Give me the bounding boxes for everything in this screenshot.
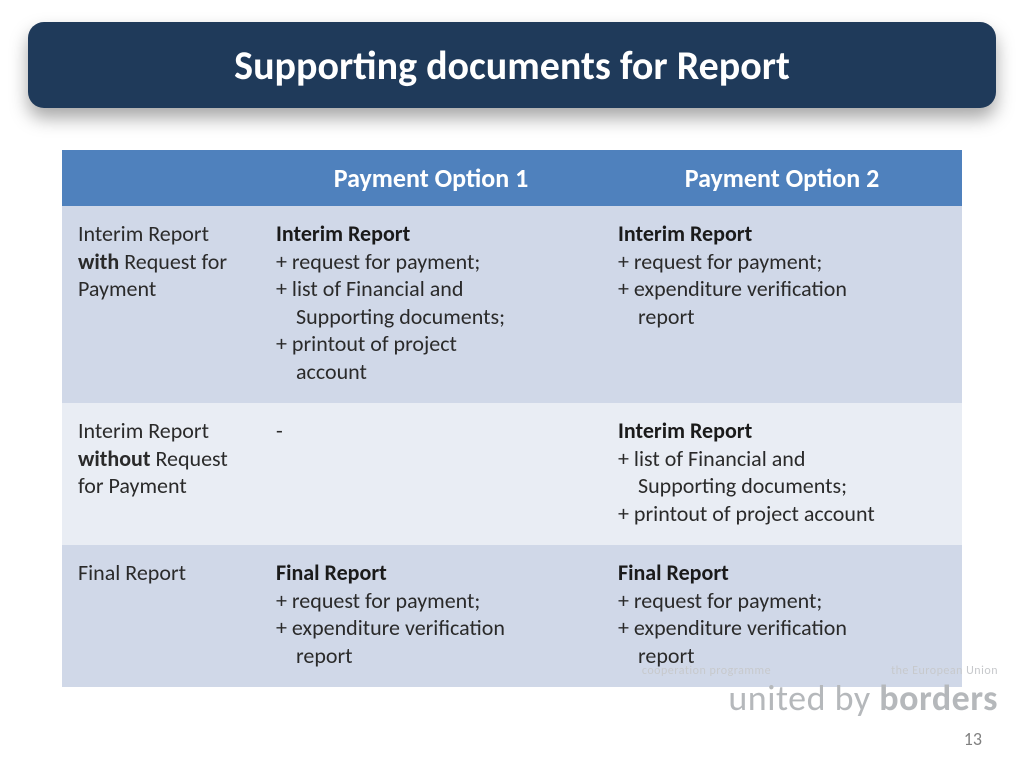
cell-option1: - bbox=[260, 403, 602, 545]
cell-line-indent: account bbox=[276, 358, 586, 386]
row-label: Interim Report with Request for Payment bbox=[62, 206, 260, 403]
cell-line: + request for payment; bbox=[618, 248, 946, 276]
cell-line: + list of Financial and bbox=[276, 275, 586, 303]
options-table: Payment Option 1 Payment Option 2 Interi… bbox=[62, 150, 962, 687]
cell-line-indent: Supporting documents; bbox=[618, 472, 946, 500]
cell-line-indent: Supporting documents; bbox=[276, 303, 586, 331]
table-row: Interim Report with Request for Payment … bbox=[62, 206, 962, 403]
brand-bold: borders bbox=[879, 676, 998, 720]
cell-line: + printout of project account bbox=[618, 500, 946, 528]
cell-line: + expenditure verification bbox=[618, 275, 946, 303]
row-label: Final Report bbox=[62, 545, 260, 687]
brand-light: united by bbox=[728, 676, 879, 720]
row-label-em: with bbox=[78, 248, 119, 275]
cell-option1: Final Report + request for payment; + ex… bbox=[260, 545, 602, 687]
table-header-row: Payment Option 1 Payment Option 2 bbox=[62, 150, 962, 206]
cell-line: + request for payment; bbox=[276, 587, 586, 615]
cell-option2: Interim Report + request for payment; + … bbox=[602, 206, 962, 403]
row-label-pre: Interim Report bbox=[78, 417, 209, 444]
cell-line: - bbox=[276, 417, 586, 445]
cell-option2: Interim Report + list of Financial and S… bbox=[602, 403, 962, 545]
cell-option1: Interim Report + request for payment; + … bbox=[260, 206, 602, 403]
cell-line: + expenditure verification bbox=[618, 614, 946, 642]
cell-line-indent: report bbox=[276, 642, 586, 670]
cell-title: Interim Report bbox=[618, 417, 946, 445]
slide: Supporting documents for Report Payment … bbox=[0, 0, 1024, 768]
header-option-2: Payment Option 2 bbox=[602, 150, 962, 206]
title-bar: Supporting documents for Report bbox=[28, 22, 996, 108]
cell-line: + request for payment; bbox=[618, 587, 946, 615]
table-row: Interim Report without Request for Payme… bbox=[62, 403, 962, 545]
cell-line: + list of Financial and bbox=[618, 445, 946, 473]
row-label-pre: Interim Report bbox=[78, 220, 209, 247]
header-option-1: Payment Option 1 bbox=[260, 150, 602, 206]
header-blank bbox=[62, 150, 260, 206]
cell-title: Final Report bbox=[618, 559, 946, 587]
row-label-pre: Final Report bbox=[78, 559, 186, 586]
footer-brand: united by borders bbox=[728, 676, 998, 720]
options-table-wrap: Payment Option 1 Payment Option 2 Interi… bbox=[62, 150, 962, 687]
slide-title: Supporting documents for Report bbox=[234, 41, 790, 90]
cell-title: Final Report bbox=[276, 559, 586, 587]
cell-line-indent: report bbox=[618, 303, 946, 331]
cell-line: + printout of project bbox=[276, 330, 586, 358]
page-number: 13 bbox=[964, 728, 982, 750]
row-label-em: without bbox=[78, 445, 151, 472]
cell-line: + request for payment; bbox=[276, 248, 586, 276]
cell-line: + expenditure verification bbox=[276, 614, 586, 642]
cell-title: Interim Report bbox=[618, 220, 946, 248]
cell-title: Interim Report bbox=[276, 220, 586, 248]
row-label: Interim Report without Request for Payme… bbox=[62, 403, 260, 545]
